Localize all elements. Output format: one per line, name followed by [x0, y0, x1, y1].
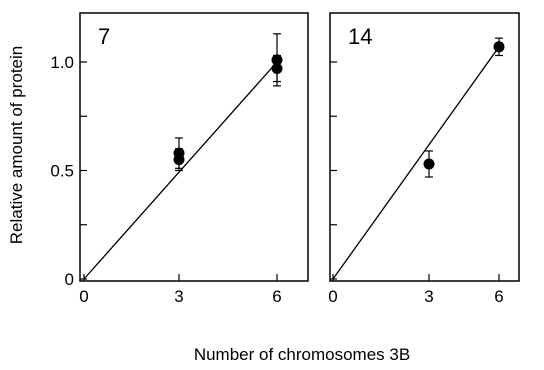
- data-point: [173, 154, 185, 166]
- y-tick-label: 0.5: [50, 162, 74, 181]
- x-tick-label: 3: [174, 287, 183, 306]
- panel-label: 14: [348, 24, 372, 49]
- data-point: [493, 41, 505, 53]
- y-tick-label: 1.0: [50, 53, 74, 72]
- y-tick-label: 0: [65, 270, 74, 289]
- plot-frame: [329, 12, 520, 282]
- panels: 0 0.5 1.0 0 3 6 7 0 3 6 14: [50, 12, 520, 306]
- x-tick-label: 6: [272, 287, 281, 306]
- x-axis-title: Number of chromosomes 3B: [194, 345, 410, 364]
- x-tick-label: 0: [328, 287, 337, 306]
- y-axis-title: Relative amount of protein: [7, 46, 26, 244]
- chart-panel-14: 0 3 6 14: [328, 12, 520, 306]
- chart-panel-7: 0 0.5 1.0 0 3 6 7: [50, 12, 309, 306]
- data-point: [423, 158, 435, 170]
- x-tick-label: 6: [494, 287, 503, 306]
- plot-frame: [79, 12, 309, 282]
- fit-line: [332, 46, 500, 280]
- x-tick-label: 0: [79, 287, 88, 306]
- x-tick-label: 3: [424, 287, 433, 306]
- panel-label: 7: [98, 24, 110, 49]
- data-point: [271, 63, 283, 75]
